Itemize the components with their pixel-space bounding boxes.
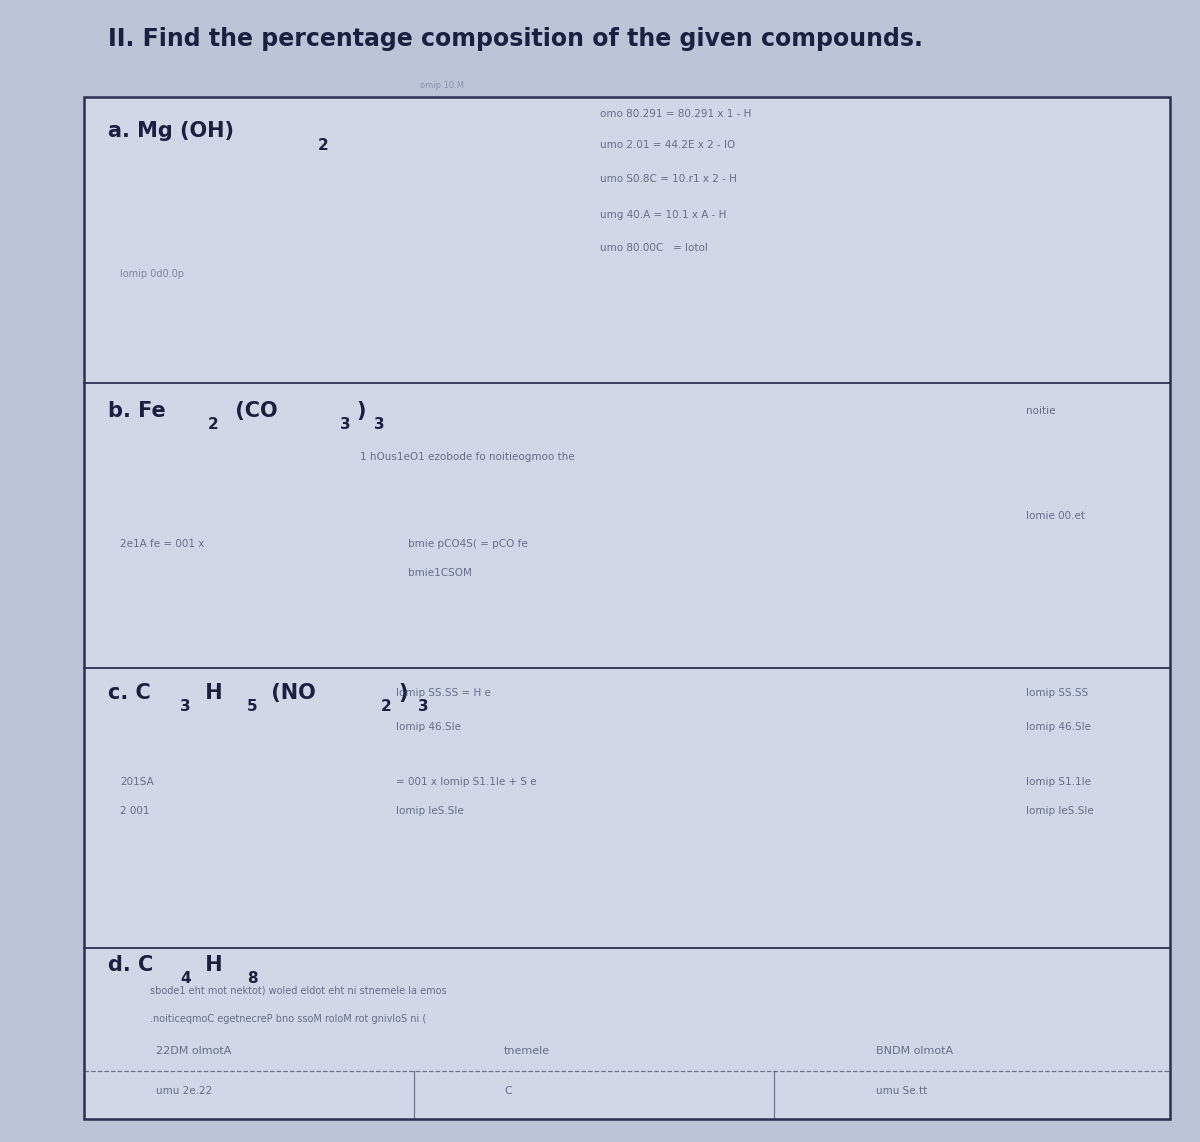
Text: 1 hOus1eO1 ezobode fo noitieogmoo the: 1 hOus1eO1 ezobode fo noitieogmoo the [360,452,575,461]
Text: lomip leS.Sle: lomip leS.Sle [1026,806,1093,815]
Text: sbode1 eht mot nektot) woled eldot eht ni stnemele la emos: sbode1 eht mot nektot) woled eldot eht n… [150,986,446,995]
Text: omip 10.M: omip 10.M [420,81,464,90]
Text: bmie1CSOM: bmie1CSOM [408,569,472,578]
Text: a. Mg (OH): a. Mg (OH) [108,121,234,142]
Text: c. C: c. C [108,683,151,703]
Text: lomip SS.SS: lomip SS.SS [1026,689,1088,698]
Text: II. Find the percentage composition of the given compounds.: II. Find the percentage composition of t… [108,27,923,51]
Text: 22DM olmotA: 22DM olmotA [156,1046,232,1055]
Text: umo 80.00C   = lotol: umo 80.00C = lotol [600,243,708,252]
Text: 2: 2 [380,699,391,715]
Text: umu Se.tt: umu Se.tt [876,1086,928,1095]
Text: bmie pCO4S( = pCO fe: bmie pCO4S( = pCO fe [408,539,528,548]
Text: 3: 3 [340,417,350,433]
Text: lomip S1.1le: lomip S1.1le [1026,778,1091,787]
Text: BNDM olmotA: BNDM olmotA [876,1046,953,1055]
Text: 3: 3 [180,699,191,715]
Text: umg 40.A = 10.1 x A - H: umg 40.A = 10.1 x A - H [600,210,726,219]
Text: lomip SS.SS = H e: lomip SS.SS = H e [396,689,491,698]
Text: umo S0.8C = 10.r1 x 2 - H: umo S0.8C = 10.r1 x 2 - H [600,175,737,184]
Text: .noiticeqmoC egetnecreP bno ssoM roloM rot gnivloS ni (: .noiticeqmoC egetnecreP bno ssoM roloM r… [150,1014,426,1023]
Text: lomip 46.Sle: lomip 46.Sle [396,723,461,732]
Text: = 001 x lomip S1.1le + S e: = 001 x lomip S1.1le + S e [396,778,536,787]
Text: 201SA: 201SA [120,778,154,787]
Text: noitie: noitie [1026,407,1056,416]
Text: lomip 46.Sle: lomip 46.Sle [1026,723,1091,732]
Bar [84,97,1170,1119]
Text: H: H [198,683,223,703]
Text: 3: 3 [374,417,385,433]
Text: umo 2.01 = 44.2E x 2 - lO: umo 2.01 = 44.2E x 2 - lO [600,140,736,150]
Text: d. C: d. C [108,955,154,975]
Text: (NO: (NO [264,683,316,703]
Text: b. Fe: b. Fe [108,401,166,421]
Text: 4: 4 [180,971,191,987]
Text: lomip leS.Sle: lomip leS.Sle [396,806,463,815]
Text: omo 80.291 = 80.291 x 1 - H: omo 80.291 = 80.291 x 1 - H [600,110,751,119]
Text: lomie 00.et: lomie 00.et [1026,512,1085,521]
Text: umu 2e.22: umu 2e.22 [156,1086,212,1095]
Text: 2 001: 2 001 [120,806,150,815]
Text: H: H [198,955,223,975]
Text: C: C [504,1086,511,1095]
Text: 2e1A fe = 001 x: 2e1A fe = 001 x [120,539,204,548]
Text: ): ) [356,401,366,421]
Text: lomip 0d0.0p: lomip 0d0.0p [120,270,184,279]
Text: 2: 2 [208,417,218,433]
Text: 5: 5 [247,699,258,715]
Text: ): ) [398,683,408,703]
Text: (CO: (CO [228,401,277,421]
Text: tnemele: tnemele [504,1046,550,1055]
Text: 2: 2 [318,137,329,153]
Text: 8: 8 [247,971,258,987]
Text: 3: 3 [418,699,428,715]
